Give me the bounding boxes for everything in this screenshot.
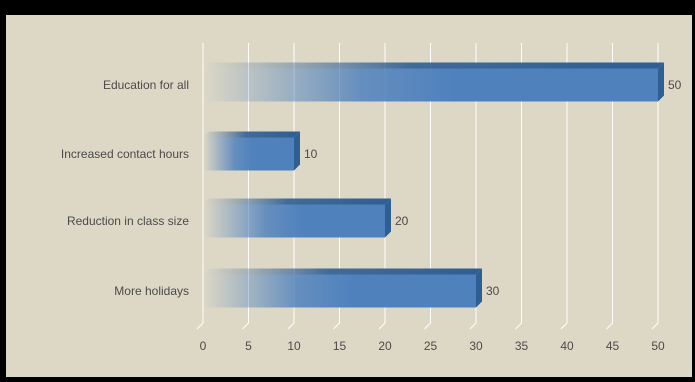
gridline-depth (196, 322, 204, 330)
bar-top (203, 268, 482, 275)
x-tick-label: 45 (606, 339, 620, 353)
bar-side (385, 198, 391, 238)
data-label: 10 (304, 147, 318, 161)
x-tick-label: 25 (424, 339, 438, 353)
gridline-depth (515, 322, 522, 330)
chart-area: 0 5 10 15 20 25 30 35 40 45 50 Education for all 50 I… (3, 12, 695, 380)
x-tick-label: 40 (560, 339, 574, 353)
gridline-depth (560, 322, 568, 330)
gridline-depth (242, 322, 249, 330)
data-label: 50 (668, 78, 682, 92)
bar-top (203, 62, 664, 69)
gridline-depth (606, 322, 613, 330)
category-label: Reduction in class size (67, 214, 189, 228)
x-tick-label: 5 (245, 339, 252, 353)
bar-side (294, 131, 300, 171)
x-tick-label: 20 (378, 339, 392, 353)
x-tick-label: 30 (469, 339, 483, 353)
bar-side (658, 62, 664, 102)
gridline-depth (651, 322, 659, 330)
category-label: Education for all (103, 78, 189, 92)
bar-top (203, 131, 300, 138)
bar-chart: 0 5 10 15 20 25 30 35 40 45 50 Education for all 50 I… (61, 43, 682, 353)
data-label: 20 (395, 214, 409, 228)
labels: 0 5 10 15 20 25 30 35 40 45 50 Education for all 50 I… (61, 78, 682, 353)
bar-side (476, 268, 482, 308)
category-label: More holidays (114, 284, 189, 298)
bar (203, 137, 294, 171)
x-tick-label: 35 (515, 339, 529, 353)
bar (203, 68, 658, 102)
x-tick-label: 10 (287, 339, 301, 353)
bars (203, 62, 664, 308)
bar-top (203, 198, 391, 205)
gridline-depth (469, 322, 477, 330)
gridline-depth (287, 322, 295, 330)
gridline-depth (333, 322, 340, 330)
bar (203, 274, 476, 308)
x-tick-label: 0 (200, 339, 207, 353)
x-tick-label: 15 (333, 339, 347, 353)
x-tick-label: 50 (651, 339, 665, 353)
gridline-depth (424, 322, 431, 330)
gridline-depth (378, 322, 386, 330)
data-label: 30 (486, 284, 500, 298)
bar (203, 204, 385, 238)
category-label: Increased contact hours (61, 147, 189, 161)
